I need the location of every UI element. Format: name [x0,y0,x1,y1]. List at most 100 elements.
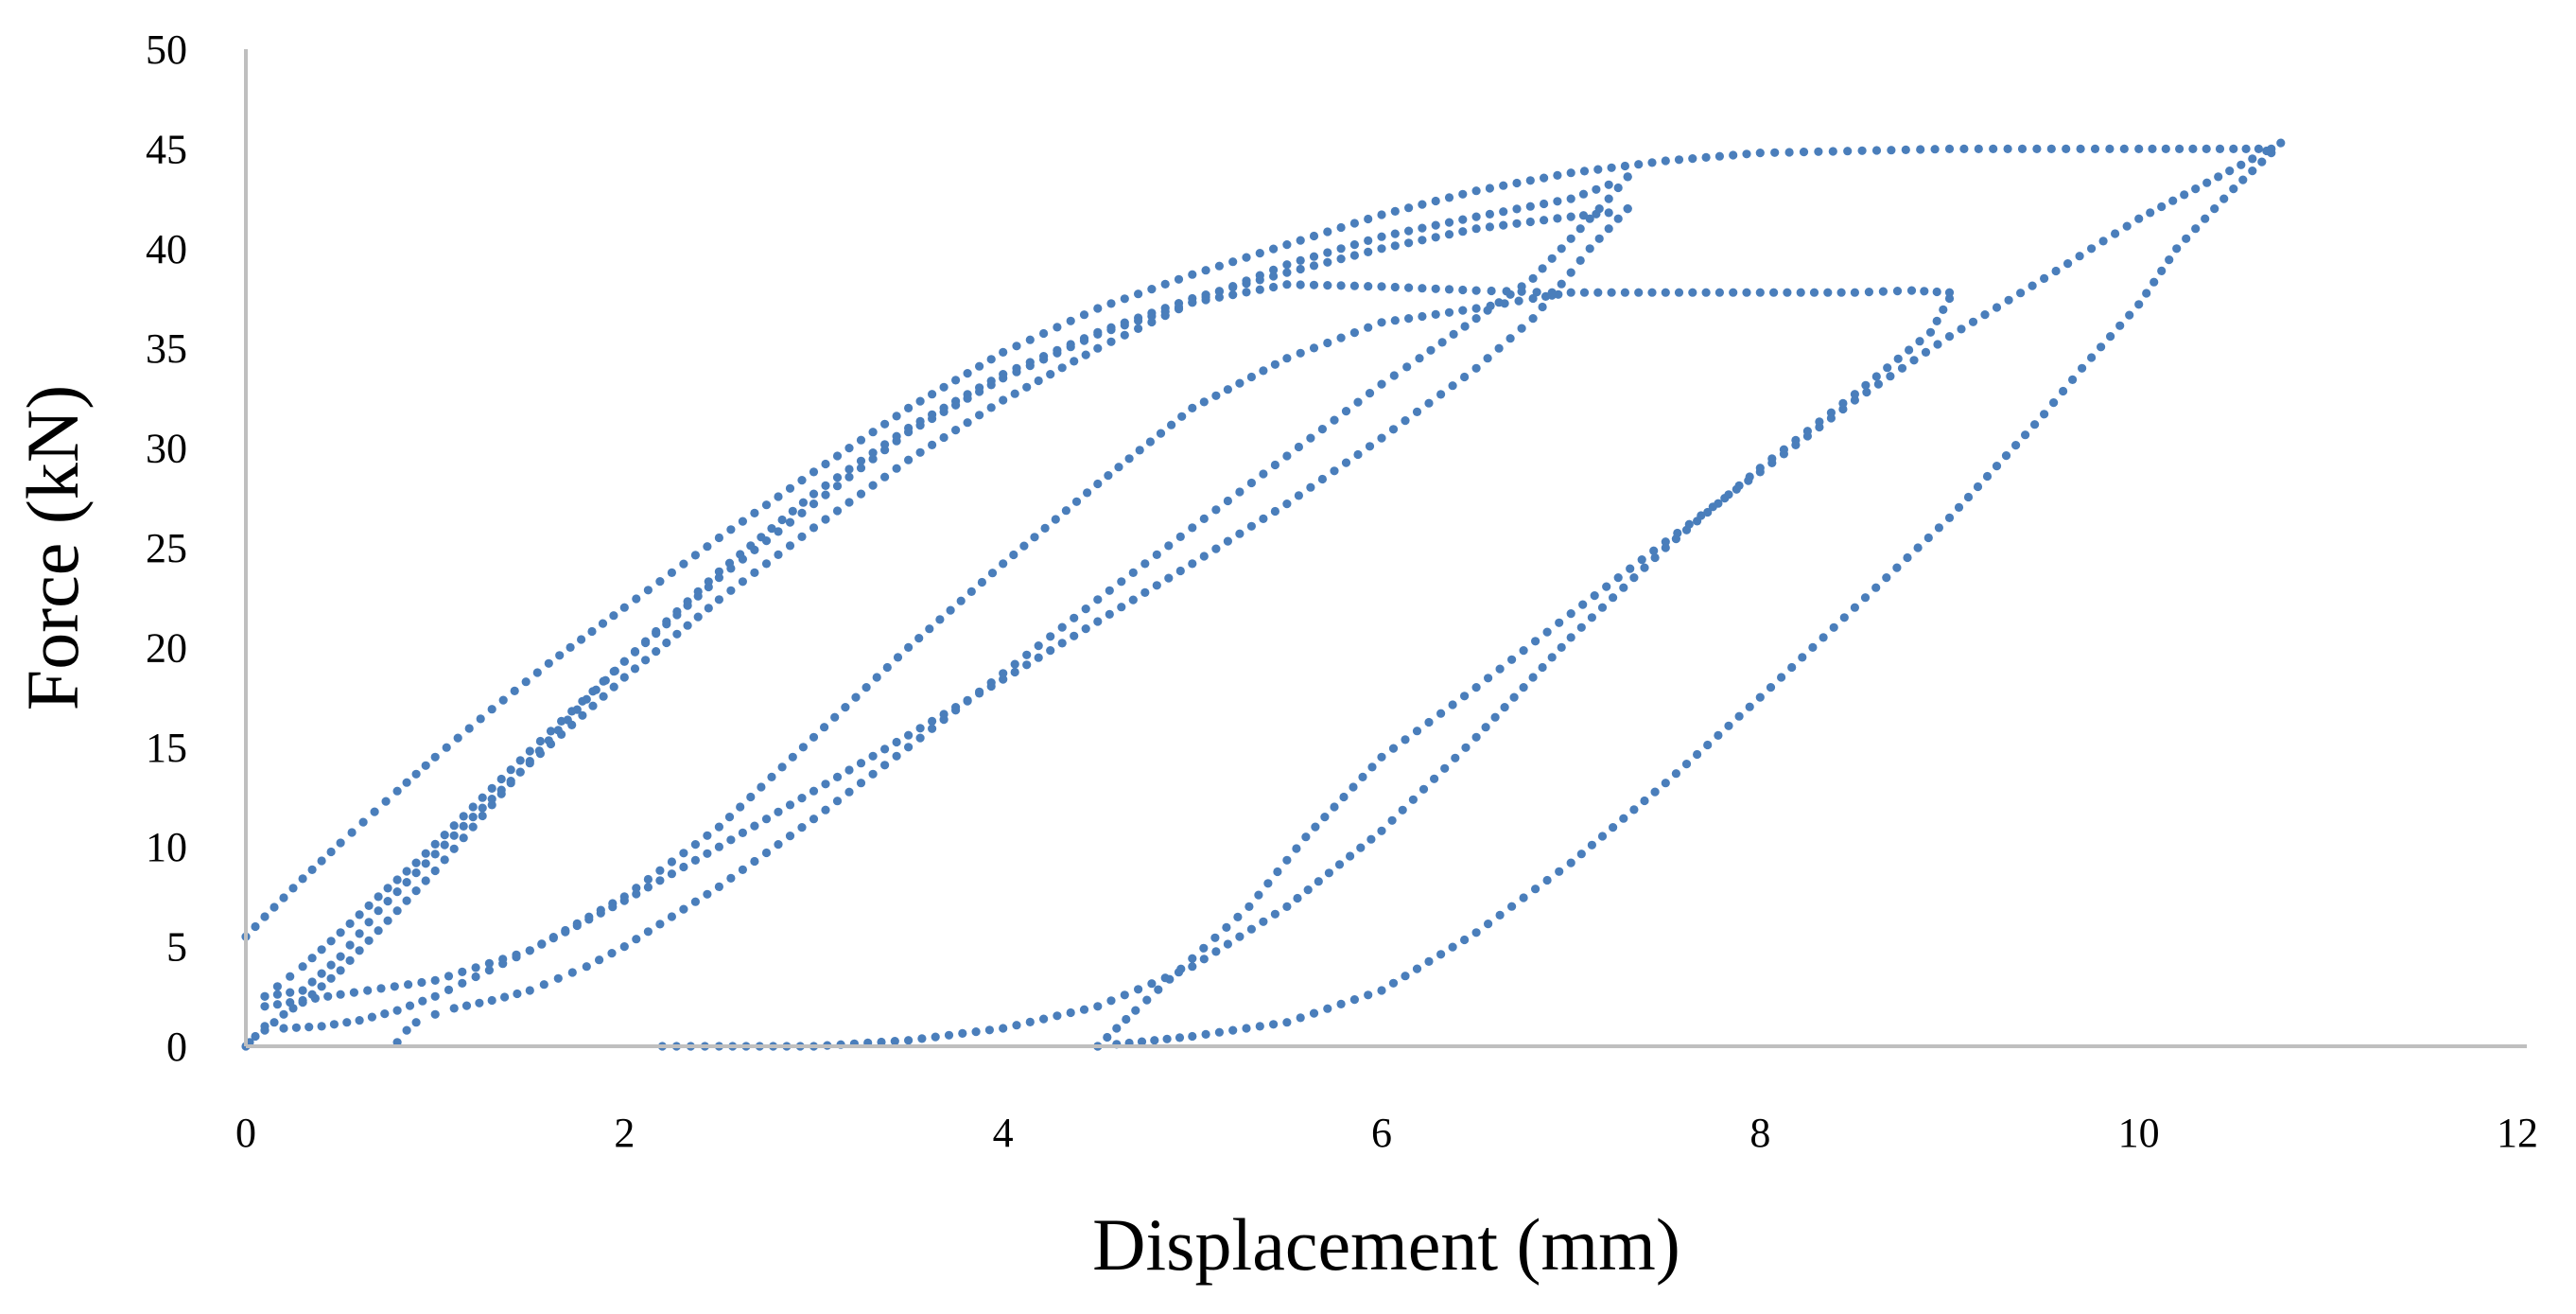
data-point [1296,236,1305,245]
data-point [738,865,748,875]
data-point [1613,183,1623,193]
data-point [987,569,998,578]
data-point [1681,760,1692,769]
data-point [1734,481,1744,490]
data-point [510,686,519,696]
data-point [1012,342,1021,351]
data-point [1134,324,1143,333]
data-point [1745,472,1754,482]
data-point [1164,541,1174,551]
data-point [1494,343,1504,353]
data-point [904,428,914,437]
data-point [1528,673,1538,682]
data-point [2241,144,2251,153]
data-point [525,759,534,768]
data-point [1471,363,1481,373]
data-point [1296,280,1305,289]
data-point [1850,288,1859,297]
data-point [830,712,840,722]
data-point [1512,204,1522,214]
data-point [1471,286,1481,295]
data-point [2106,332,2115,342]
data-point [272,982,282,991]
data-point [566,642,575,653]
data-point [1930,145,1940,154]
data-point [1809,288,1819,297]
data-point [1693,517,1702,526]
data-point [1547,254,1557,263]
data-point [975,411,984,420]
data-point [1254,890,1263,900]
data-point [1609,593,1618,603]
data-point [761,500,772,510]
data-point [1784,148,1794,157]
data-point [2202,178,2212,187]
data-point [405,1001,415,1010]
data-point [785,541,795,551]
data-point [355,929,364,938]
data-point [1916,145,1925,154]
data-point [430,752,440,762]
data-point [683,601,692,610]
data-point [1070,613,1079,622]
data-point [1349,782,1358,792]
data-point [1012,367,1021,377]
data-point [1349,219,1359,228]
data-point [1629,805,1639,815]
data-point [1444,230,1454,239]
data-point [1349,281,1359,290]
data-point [1199,955,1209,964]
data-point [1921,347,1931,357]
data-point [1431,284,1440,293]
data-point [1507,655,1517,664]
data-point [1323,338,1332,348]
data-point [1105,609,1114,620]
data-point [726,835,736,845]
data-point [1210,933,1220,942]
data-point [904,1036,914,1045]
data-point [632,884,641,893]
data-point [317,982,326,991]
data-point [832,473,843,482]
data-point [1093,343,1103,353]
data-point [609,667,618,676]
data-point [298,874,307,884]
data-point [904,642,914,653]
data-point [2090,144,2100,153]
data-point [880,419,890,429]
data-point [774,550,783,560]
data-point [1282,855,1292,865]
data-point [714,882,724,892]
data-point [856,435,866,445]
data-point [797,823,807,832]
y-tick-labels: 0 5 10 15 20 25 30 35 40 45 50 [146,26,187,1070]
data-point [567,707,577,716]
data-point [1306,433,1315,443]
data-point [1419,784,1429,794]
data-point [1557,244,1566,254]
data-point [999,347,1008,357]
data-point [1150,1036,1159,1045]
data-points [241,138,2286,1051]
data-point [336,838,345,848]
data-point [381,797,391,806]
data-point [880,761,890,770]
data-point [1566,194,1575,203]
data-point [939,432,949,443]
data-point [1402,362,1412,372]
data-point [2119,144,2129,153]
data-point [1309,252,1319,261]
data-point [475,998,484,1007]
data-point [392,786,402,796]
y-tick-label: 50 [146,26,187,73]
data-point [1944,144,1955,153]
data-point [999,374,1008,383]
data-point [877,1037,886,1047]
data-point [683,621,692,630]
data-point [1259,469,1268,479]
data-point [714,595,724,604]
data-point [1714,730,1723,741]
data-point [1576,850,1586,859]
data-point [738,517,748,526]
data-point [498,955,508,964]
